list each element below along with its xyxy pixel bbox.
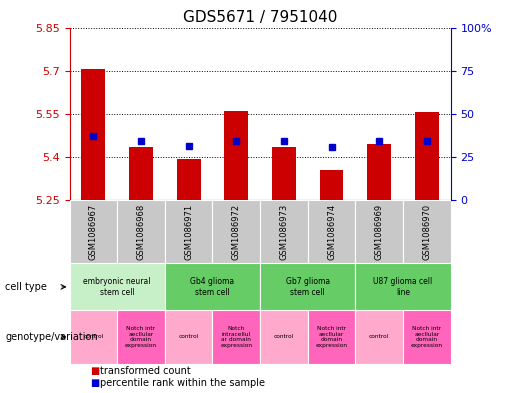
Bar [260,200,308,263]
Bar [355,200,403,263]
Text: Gb7 glioma
stem cell: Gb7 glioma stem cell [286,277,330,297]
Bar [403,200,451,263]
Bar [355,263,451,310]
Bar [117,200,165,263]
Text: Notch intr
aecllular
domain
expression: Notch intr aecllular domain expression [125,326,157,348]
Bar [403,310,451,364]
Text: Notch intr
aecllular
domain
expression: Notch intr aecllular domain expression [411,326,443,348]
Bar [165,310,212,364]
Text: transformed count: transformed count [100,366,191,376]
Bar [117,310,165,364]
Bar [307,310,355,364]
Bar [355,310,403,364]
Bar [272,147,296,200]
Bar [320,170,344,200]
Text: GSM1086971: GSM1086971 [184,204,193,260]
Text: percentile rank within the sample: percentile rank within the sample [100,378,265,388]
Text: ■: ■ [90,378,99,388]
Text: Notch intr
aecllular
domain
expression: Notch intr aecllular domain expression [316,326,348,348]
Bar [129,147,153,200]
Bar [70,310,117,364]
Bar [260,310,308,364]
Title: GDS5671 / 7951040: GDS5671 / 7951040 [183,10,337,25]
Text: GSM1086972: GSM1086972 [232,204,241,260]
Bar [212,200,260,263]
Text: control: control [274,334,294,340]
Bar [260,263,355,310]
Text: embryonic neural
stem cell: embryonic neural stem cell [83,277,151,297]
Text: genotype/variation: genotype/variation [5,332,98,342]
Bar [307,200,355,263]
Text: Gb4 glioma
stem cell: Gb4 glioma stem cell [191,277,234,297]
Bar [367,144,391,200]
Bar [70,263,165,310]
Bar [165,263,260,310]
Text: GSM1086970: GSM1086970 [422,204,431,260]
Bar [165,200,212,263]
Text: Notch
intracellul
ar domain
expression: Notch intracellul ar domain expression [220,326,252,348]
Text: GSM1086974: GSM1086974 [327,204,336,260]
Text: U87 glioma cell
line: U87 glioma cell line [373,277,433,297]
Text: control: control [369,334,389,340]
Bar [177,159,200,200]
Bar [70,200,117,263]
Text: control: control [179,334,199,340]
Bar [212,310,260,364]
Bar [225,110,248,200]
Text: GSM1086968: GSM1086968 [136,204,145,260]
Text: control: control [83,334,104,340]
Text: ■: ■ [90,366,99,376]
Bar [415,112,439,200]
Bar [81,69,105,200]
Text: GSM1086969: GSM1086969 [375,204,384,260]
Text: cell type: cell type [5,282,47,292]
Text: GSM1086973: GSM1086973 [280,204,288,260]
Text: GSM1086967: GSM1086967 [89,204,98,260]
